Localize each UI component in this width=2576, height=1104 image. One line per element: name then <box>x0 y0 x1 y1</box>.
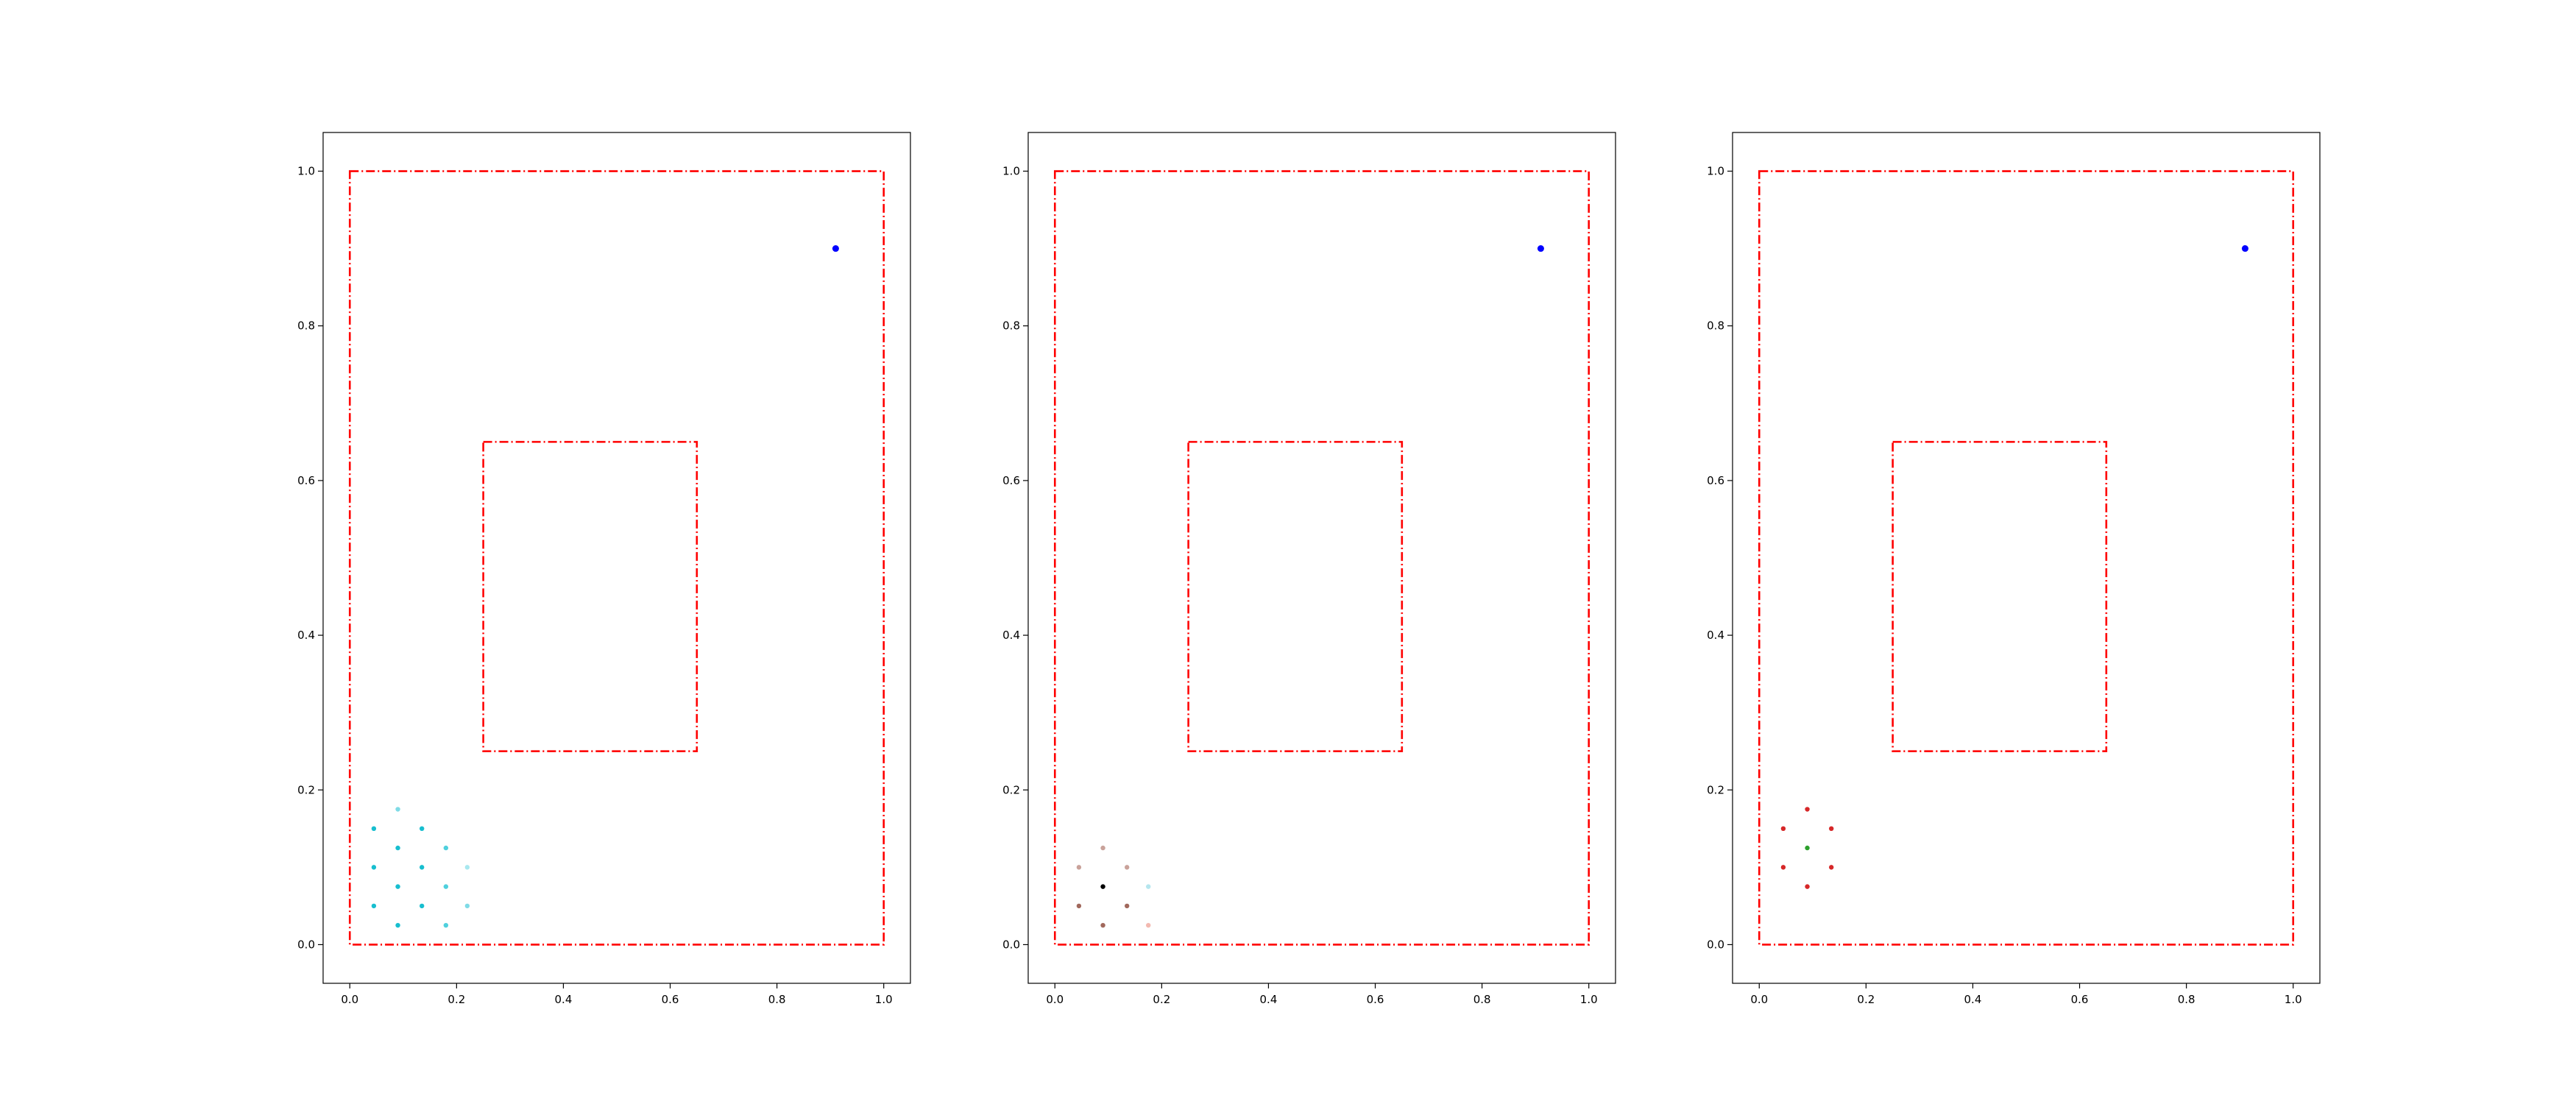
scatter-point <box>420 826 425 832</box>
x-tick-label: 0.4 <box>1260 993 1278 1006</box>
inner-boundary-rect <box>482 441 698 753</box>
outer-boundary-rect <box>1053 170 1590 946</box>
y-tick-label: 1.0 <box>1002 165 1020 178</box>
y-tick-label: 0.0 <box>1002 938 1020 951</box>
scatter-point <box>1146 884 1151 889</box>
x-tick-label: 0.2 <box>1153 993 1170 1006</box>
scatter-point <box>443 922 449 928</box>
y-tick-label: 0.4 <box>297 629 315 642</box>
scatter-point <box>1780 865 1786 870</box>
scatter-point <box>1805 845 1810 851</box>
scatter-point <box>1829 826 1834 832</box>
y-tick-label: 0.0 <box>297 938 315 951</box>
scatter-point <box>1076 865 1082 870</box>
scatter-point <box>464 865 470 870</box>
scatter-point <box>1100 845 1105 851</box>
scatter-point <box>1125 865 1130 870</box>
scatter-point <box>1146 922 1151 928</box>
x-tick-label: 1.0 <box>875 993 893 1006</box>
axes-frame <box>1027 132 1616 984</box>
inner-boundary-rect <box>1892 441 2108 753</box>
target-point <box>832 245 839 252</box>
axes-frame <box>1732 132 2321 984</box>
y-tick-label: 0.4 <box>1002 629 1020 642</box>
x-tick-label: 0.0 <box>1750 993 1768 1006</box>
y-tick-label: 1.0 <box>1707 165 1724 178</box>
y-tick-label: 0.8 <box>1707 319 1724 333</box>
scatter-point <box>1100 884 1105 889</box>
x-tick-label: 1.0 <box>2285 993 2302 1006</box>
subplot-2: 0.0 0.2 0.4 0.6 0.8 1.0 0.0 0.2 0.4 0.6 0.8 1.0 <box>1002 132 1616 1006</box>
x-tick-label: 1.0 <box>1580 993 1598 1006</box>
y-tick-label: 0.4 <box>1707 629 1724 642</box>
scatter-point <box>371 826 377 832</box>
x-tick-label: 0.6 <box>662 993 679 1006</box>
scatter-point <box>371 865 377 870</box>
y-tick-label: 1.0 <box>297 165 315 178</box>
x-tick-label: 0.6 <box>2071 993 2089 1006</box>
x-tick-label: 0.0 <box>1046 993 1064 1006</box>
scatter-point <box>420 903 425 909</box>
y-tick-label: 0.6 <box>297 474 315 487</box>
y-tick-label: 0.2 <box>1002 783 1020 796</box>
scatter-point <box>371 903 377 909</box>
scatter-point <box>1780 826 1786 832</box>
x-tick-label: 0.4 <box>1964 993 1982 1006</box>
scatter-point <box>464 903 470 909</box>
subplot-3: 0.0 0.2 0.4 0.6 0.8 1.0 0.0 0.2 0.4 0.6 0.8 1.0 <box>1707 132 2321 1006</box>
scatter-point <box>1805 807 1810 812</box>
scatter-point <box>1125 903 1130 909</box>
x-tick-label: 0.6 <box>1367 993 1384 1006</box>
scatter-point <box>420 865 425 870</box>
x-tick-label: 0.4 <box>555 993 573 1006</box>
scatter-point <box>395 807 400 812</box>
scatter-point <box>395 845 400 851</box>
outer-boundary-rect <box>348 170 885 946</box>
x-tick-label: 0.8 <box>2178 993 2195 1006</box>
inner-boundary-rect <box>1187 441 1404 753</box>
scatter-point <box>395 922 400 928</box>
subplot-1: 0.0 0.2 0.4 0.6 0.8 1.0 0.0 0.2 0.4 0.6 0.8 1.0 <box>297 132 911 1006</box>
axes-frame <box>322 132 911 984</box>
scatter-point <box>395 884 400 889</box>
target-point <box>2241 245 2248 252</box>
scatter-point <box>443 845 449 851</box>
scatter-point <box>1100 922 1105 928</box>
y-tick-label: 0.0 <box>1707 938 1724 951</box>
y-tick-label: 0.6 <box>1707 474 1724 487</box>
outer-boundary-rect <box>1758 170 2295 946</box>
x-tick-label: 0.2 <box>1857 993 1875 1006</box>
y-tick-label: 0.6 <box>1002 474 1020 487</box>
x-tick-label: 0.2 <box>447 993 465 1006</box>
scatter-point <box>1076 903 1082 909</box>
x-tick-label: 0.8 <box>1473 993 1491 1006</box>
scatter-point <box>443 884 449 889</box>
y-tick-label: 0.2 <box>297 783 315 796</box>
y-tick-label: 0.8 <box>1002 319 1020 333</box>
scatter-point <box>1829 865 1834 870</box>
y-tick-label: 0.8 <box>297 319 315 333</box>
x-tick-label: 0.0 <box>341 993 358 1006</box>
scatter-point <box>1805 884 1810 889</box>
target-point <box>1537 245 1544 252</box>
x-tick-label: 0.8 <box>768 993 786 1006</box>
y-tick-label: 0.2 <box>1707 783 1724 796</box>
